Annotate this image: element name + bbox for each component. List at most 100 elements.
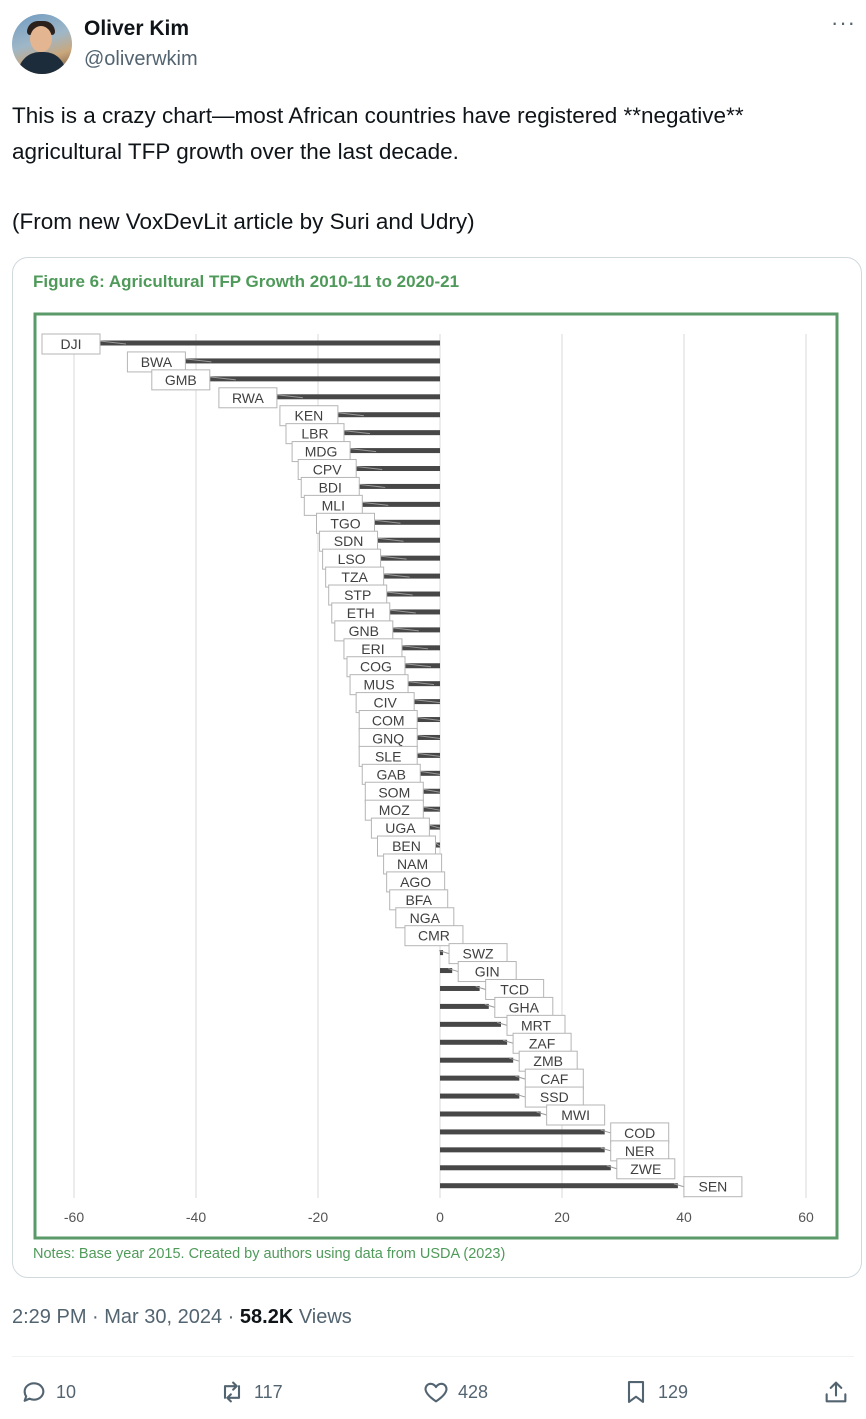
tweet-text-line2: (From new VoxDevLit article by Suri and … [12,209,475,234]
bookmark-count: 129 [658,1381,689,1402]
category-label: MRT [521,1017,552,1033]
author-name[interactable]: Oliver Kim [84,17,190,40]
bar-mrt [440,1021,501,1027]
category-label: NER [625,1143,655,1159]
label-leader [392,627,419,632]
label-box [616,1158,676,1180]
category-label: GNB [349,623,379,639]
label-box [683,1176,743,1198]
category-label: CAF [540,1071,568,1087]
repost-count: 117 [254,1381,283,1402]
label-leader [496,1021,508,1026]
bar-gha [440,1003,489,1009]
label-box [41,333,101,355]
label-leader [374,519,401,524]
label-leader [429,824,441,829]
bar-sen [440,1183,678,1189]
repost-button[interactable]: 117 [218,1376,283,1408]
label-leader [185,358,212,363]
x-tick-label: 60 [798,1209,814,1225]
x-tick-label: -60 [64,1209,84,1225]
bar-eri [375,645,440,651]
category-label: SSD [540,1089,569,1105]
label-leader [438,950,450,955]
label-box [404,925,464,947]
bar-rwa [250,394,440,400]
category-label: MDG [305,444,338,460]
x-tick-label: 0 [436,1209,444,1225]
tweet-media-card[interactable]: Figure 6: Agricultural TFP Growth 2010-1… [12,257,862,1278]
bar-gmb [183,376,441,382]
share-button[interactable] [822,1376,858,1408]
category-label: MLI [322,497,345,513]
label-leader [380,555,407,560]
avatar-face [30,26,52,52]
label-leader [417,752,441,757]
x-tick-label: -20 [308,1209,328,1225]
bar-ner [440,1147,605,1153]
category-label: COG [360,659,392,675]
category-label: COM [372,713,405,729]
bar-cpv [330,466,440,472]
x-tick-label: 20 [554,1209,570,1225]
avatar[interactable] [12,14,72,74]
category-label: KEN [295,408,324,424]
heart-icon [424,1382,448,1403]
bar-mli [336,501,440,507]
category-label: GMB [165,372,197,388]
bar-bwa [159,358,440,364]
label-leader [423,806,441,811]
chart-frame [33,312,839,1240]
category-label: ZWE [630,1161,661,1177]
bar-bdi [333,483,440,489]
category-label: BFA [405,892,432,908]
label-leader [343,430,371,435]
category-label: COD [624,1125,655,1141]
label-box [546,1104,606,1126]
label-leader [600,1129,611,1134]
category-label: CPV [313,462,342,478]
label-leader [362,501,389,506]
bar-swz [440,950,444,956]
label-leader [475,986,486,990]
label-leader [673,1183,685,1188]
reply-count: 10 [56,1381,77,1402]
label-leader [99,340,127,345]
label-leader [383,573,410,578]
category-label: SLE [375,748,401,764]
label-leader [484,1003,495,1008]
bar-zwe [440,1165,611,1171]
category-label: UGA [385,820,416,836]
label-leader [515,1093,526,1098]
reply-button[interactable]: 10 [20,1376,76,1408]
category-label: BEN [392,838,421,854]
category-label: SDN [334,533,364,549]
author-handle[interactable]: @oliverwkim [84,48,198,70]
label-leader [423,788,441,793]
label-leader [420,770,441,775]
bar-mdg [324,448,440,454]
timestamp-time[interactable]: 2:29 PM · Mar 30, 2024 · [12,1306,240,1328]
repost-icon [223,1381,241,1403]
views-count: 58.2K [239,1306,294,1328]
category-label: LSO [338,551,366,567]
bookmark-icon [627,1381,645,1403]
category-label: GNQ [372,730,404,746]
category-label: TGO [330,515,360,531]
more-options-icon[interactable]: ··· [831,10,856,35]
bookmark-button[interactable]: 129 [622,1376,688,1408]
category-label: SWZ [462,946,494,962]
category-label: CIV [373,695,397,711]
label-leader [417,717,441,722]
category-label: STP [344,587,371,603]
divider [12,1356,854,1357]
like-button[interactable]: 428 [422,1376,488,1408]
bar-eth [363,609,440,615]
bar-caf [440,1075,520,1081]
label-leader [417,734,441,739]
label-leader [414,699,441,704]
category-label: GIN [475,964,500,980]
category-label: RWA [232,390,265,406]
category-label: BWA [141,354,173,370]
x-tick-label: -40 [186,1209,206,1225]
